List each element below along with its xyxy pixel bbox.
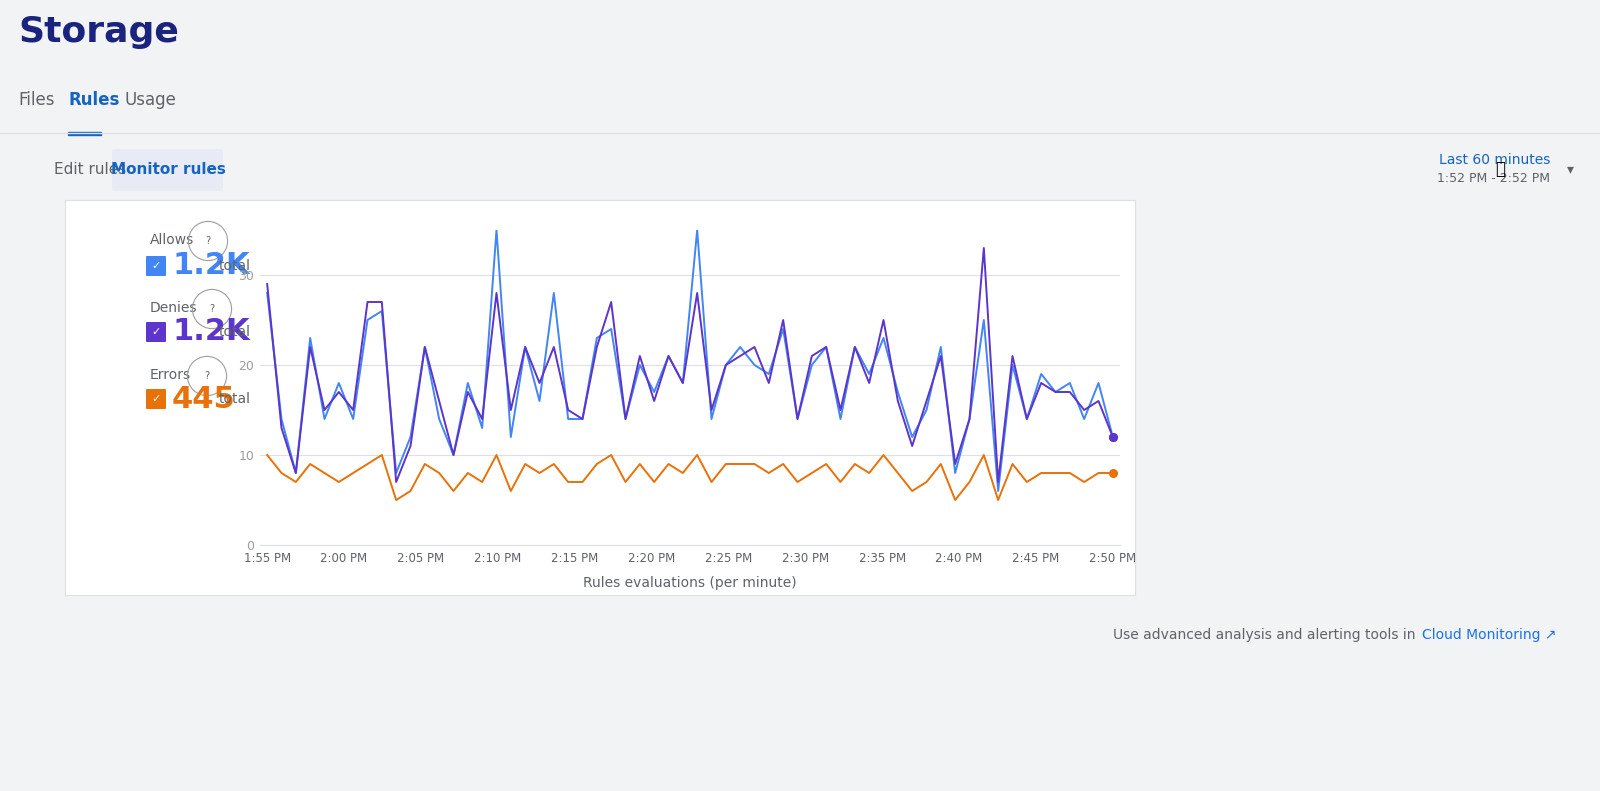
Text: ✓: ✓ [152,394,160,404]
Text: Denies: Denies [150,301,197,315]
Text: 1.2K: 1.2K [173,252,250,281]
Text: Rules: Rules [67,91,120,109]
Text: ?: ? [205,371,210,381]
Text: total: total [219,392,251,406]
Text: Errors: Errors [150,368,190,382]
FancyBboxPatch shape [146,389,166,409]
Text: Files: Files [18,91,54,109]
Text: Last 60 minutes: Last 60 minutes [1438,153,1550,167]
Text: ?: ? [205,236,211,246]
Text: ▾: ▾ [1566,162,1573,176]
Text: Cloud Monitoring ↗: Cloud Monitoring ↗ [1422,628,1557,642]
Text: 1.2K: 1.2K [173,317,250,346]
Text: ?: ? [210,304,214,314]
FancyBboxPatch shape [146,256,166,276]
Text: Storage: Storage [18,15,179,49]
Text: ✓: ✓ [152,327,160,337]
Text: Allows: Allows [150,233,194,247]
Text: 445: 445 [173,384,235,414]
X-axis label: Rules evaluations (per minute): Rules evaluations (per minute) [582,576,797,590]
FancyBboxPatch shape [112,149,222,191]
Text: Usage: Usage [125,91,178,109]
Text: total: total [219,259,251,273]
Text: ✓: ✓ [152,261,160,271]
Bar [67,132,101,135]
Text: Use advanced analysis and alerting tools in: Use advanced analysis and alerting tools… [1114,628,1421,642]
Text: Monitor rules: Monitor rules [110,161,226,176]
Text: total: total [219,325,251,339]
Text: 1:52 PM - 2:52 PM: 1:52 PM - 2:52 PM [1437,172,1550,184]
Text: Edit rules: Edit rules [54,161,126,176]
FancyBboxPatch shape [146,322,166,342]
Text: 🗓: 🗓 [1494,160,1506,178]
